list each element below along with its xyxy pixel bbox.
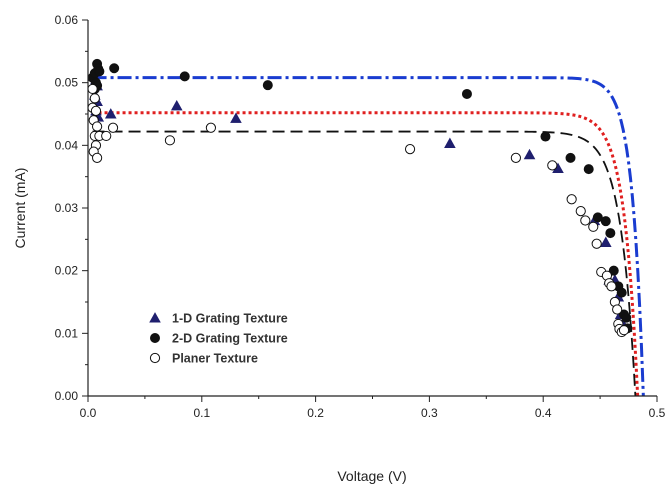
data-point-series-1 [599, 236, 612, 247]
data-point-series-3 [205, 122, 217, 133]
y-tick-label: 0.06 [55, 13, 79, 27]
data-point-series-1 [104, 108, 117, 119]
data-point-series-2 [616, 287, 627, 298]
x-tick-label: 0.0 [80, 406, 97, 420]
x-tick-label: 0.5 [649, 406, 666, 420]
data-point-series-2 [565, 152, 576, 163]
y-tick-label: 0.02 [55, 264, 79, 278]
data-point-series-3 [101, 130, 112, 142]
data-point-series-2 [583, 164, 594, 175]
x-ticks: 0.0 0.1 0.2 0.3 0.4 0.5 [80, 396, 666, 420]
y-tick-label: 0.03 [55, 201, 79, 215]
data-point-series-3 [618, 325, 630, 336]
data-point-series-2 [605, 228, 616, 239]
x-tick-label: 0.2 [307, 406, 324, 420]
x-tick-label: 0.1 [193, 406, 210, 420]
data-point-series-3 [575, 206, 586, 217]
legend-label: 2-D Grating Texture [172, 332, 288, 346]
y-tick-label: 0.04 [55, 138, 79, 152]
legend-marker [149, 332, 160, 343]
data-point-series-3 [90, 105, 102, 116]
data-point-series-3 [92, 121, 103, 132]
data-point-series-2 [262, 80, 273, 91]
fit-curve-2 [92, 111, 640, 397]
data-point-series-3 [87, 83, 98, 95]
data-point-series-2 [600, 216, 611, 227]
data-point-series-3 [580, 215, 591, 226]
legend-marker [149, 352, 161, 364]
data-point-series-3 [591, 238, 602, 249]
data-points [87, 58, 633, 338]
data-point-series-1 [170, 99, 183, 111]
data-point-series-1 [523, 148, 536, 160]
y-tick-label: 0.05 [55, 76, 79, 90]
data-point-series-2 [540, 131, 551, 142]
y-ticks: 0.00 0.01 0.02 0.03 0.04 0.05 0.06 [55, 13, 88, 403]
data-point-series-3 [510, 152, 521, 163]
data-point-series-3 [606, 281, 617, 292]
y-tick-label: 0.01 [55, 326, 79, 340]
data-point-series-3 [547, 160, 558, 171]
data-point-series-3 [92, 152, 103, 163]
data-point-series-2 [621, 312, 632, 323]
legend-label: Planer Texture [172, 352, 258, 366]
fit-curve-1 [92, 76, 645, 397]
legend-label: 1-D Grating Texture [172, 312, 288, 326]
data-point-series-3 [89, 93, 100, 104]
x-tick-label: 0.3 [421, 406, 438, 420]
data-point-series-1 [444, 137, 456, 148]
data-point-series-2 [608, 265, 619, 276]
x-tick-label: 0.4 [535, 406, 552, 420]
legend-marker [149, 312, 161, 323]
fit-curves [92, 76, 645, 397]
data-point-series-3 [404, 143, 416, 155]
data-point-series-2 [179, 71, 190, 82]
data-point-series-2 [592, 212, 603, 223]
y-tick-label: 0.00 [55, 389, 79, 403]
data-point-series-2 [94, 66, 105, 77]
data-point-series-3 [107, 122, 119, 133]
data-point-series-2 [109, 63, 120, 74]
data-point-series-3 [588, 221, 599, 232]
data-point-series-3 [164, 135, 176, 146]
data-point-series-2 [461, 88, 472, 99]
data-point-series-1 [230, 112, 242, 123]
x-axis-title: Voltage (V) [337, 468, 406, 484]
legend: 1-D Grating Texture 2-D Grating Texture Pl… [149, 312, 288, 366]
data-point-series-3 [566, 194, 577, 205]
y-axis-title: Current (mA) [12, 168, 28, 249]
data-point-series-3 [612, 304, 623, 315]
